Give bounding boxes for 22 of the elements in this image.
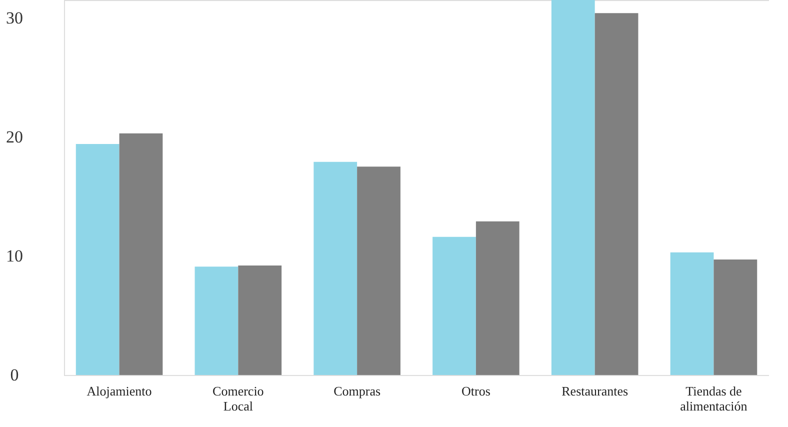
bar — [714, 260, 758, 375]
bar — [476, 221, 520, 375]
x-tick-label: Comercio Local — [212, 384, 264, 414]
bar — [432, 236, 476, 375]
y-tick-label: 0 — [10, 366, 19, 384]
bar — [76, 144, 120, 375]
bar — [238, 265, 282, 375]
bar — [314, 162, 358, 375]
x-tick-label: Compras — [334, 384, 381, 398]
bar — [194, 266, 238, 375]
x-tick-label: Alojamiento — [86, 384, 152, 398]
bar — [119, 133, 163, 375]
bar — [357, 166, 400, 375]
y-tick-label: 10 — [6, 246, 23, 266]
x-tick-label: Restaurantes — [562, 384, 628, 398]
x-tick-label: Otros — [462, 384, 490, 398]
y-tick-label: 30 — [6, 8, 23, 28]
x-tick-label: Tiendas de alimentación — [680, 384, 748, 414]
bar — [551, 0, 595, 375]
bar — [670, 252, 714, 375]
bar — [594, 13, 638, 375]
y-tick-label: 20 — [6, 127, 23, 146]
